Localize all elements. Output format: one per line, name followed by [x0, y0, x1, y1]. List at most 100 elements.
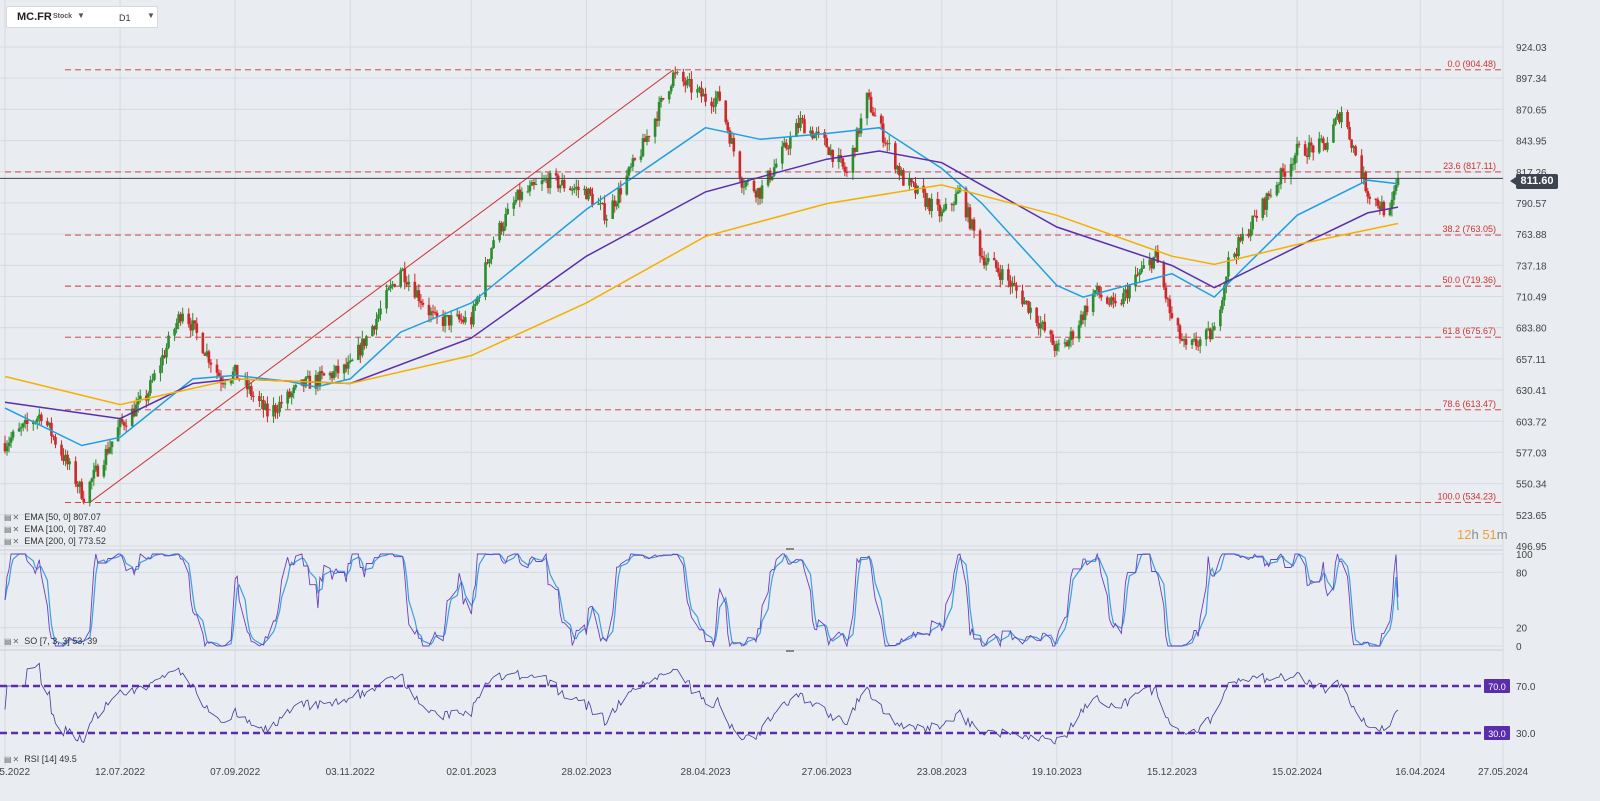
rsi-line [4, 662, 1399, 745]
candle-body [999, 272, 1002, 280]
so-d-line [4, 553, 1399, 647]
candle-body [17, 428, 21, 432]
candle-body [526, 191, 530, 193]
candle-body [470, 317, 473, 325]
candle-body [1380, 201, 1384, 210]
candle-body [1065, 342, 1069, 347]
ema50-legend[interactable]: ▤✕ EMA [50, 0] 807.07 [4, 512, 101, 522]
candle-body [1293, 155, 1297, 164]
candle-body [1049, 330, 1053, 335]
candle-body [738, 151, 742, 179]
candle-body [1154, 250, 1158, 257]
candle-body [221, 383, 225, 385]
settings-icon[interactable]: ▤✕ [4, 513, 21, 522]
candle-body [1156, 250, 1160, 263]
candle-body [966, 207, 970, 218]
chevron-down-icon[interactable]: ▼ [77, 11, 85, 20]
x-tick-label: 02.01.2023 [446, 767, 496, 778]
candle-body [1140, 268, 1143, 273]
fib-level-label: 23.6 (817.11) [1443, 161, 1496, 171]
candle-body [1261, 198, 1265, 218]
candle-body [900, 170, 903, 176]
candle-body [363, 338, 366, 346]
candle-body [302, 379, 306, 387]
candle-body [288, 391, 291, 398]
candle-body [1388, 208, 1392, 216]
candle-body [393, 284, 396, 287]
candle-body [205, 351, 209, 356]
ema200-legend[interactable]: ▤✕ EMA [200, 0] 773.52 [4, 536, 106, 546]
candle-body [575, 186, 578, 189]
ema100-legend[interactable]: ▤✕ EMA [100, 0] 787.40 [4, 524, 106, 534]
rsi-legend[interactable]: ▤✕ RSI [14] 49.5 [4, 754, 77, 764]
candle-body [1283, 172, 1287, 177]
candle-body [728, 130, 732, 144]
candle-body [175, 323, 178, 330]
candle-body [1374, 198, 1378, 200]
candle-body [1025, 300, 1028, 302]
candle-body [1081, 314, 1085, 320]
rsi-tick-label: 30.0 [1516, 729, 1536, 740]
settings-icon[interactable]: ▤✕ [4, 525, 21, 534]
candle-body [898, 165, 901, 176]
symbol-selector[interactable]: MC.FR Stock ▼ D1 ▼ [6, 6, 158, 28]
candle-body [429, 311, 433, 316]
candle-body [11, 431, 15, 438]
y-tick-label: 924.03 [1516, 43, 1547, 54]
candle-body [855, 128, 859, 152]
candle-body [1340, 111, 1343, 123]
timeframe-label[interactable]: D1 [119, 13, 131, 23]
candle-body [464, 317, 467, 323]
candle-body [1051, 334, 1055, 345]
candle-body [1192, 338, 1196, 340]
candle-body [3, 443, 7, 452]
y-tick-label: 870.65 [1516, 105, 1547, 116]
candle-body [403, 268, 407, 283]
candle-body [1317, 138, 1321, 153]
so-legend[interactable]: ▤✕ SO [7, 3, 3] 53, 39 [4, 636, 98, 646]
settings-icon[interactable]: ▤✕ [4, 637, 21, 646]
candle-body [633, 158, 637, 160]
y-tick-label: 496.95 [1516, 542, 1547, 553]
candle-body [1067, 340, 1071, 347]
candle-body [21, 423, 25, 428]
x-tick-label: 27.05.2024 [1478, 767, 1528, 778]
candle-body [540, 180, 544, 185]
candle-body [1213, 326, 1216, 331]
candle-body [514, 199, 518, 203]
y-tick-label: 763.88 [1516, 230, 1547, 241]
candle-body [344, 364, 348, 369]
candle-body [1348, 127, 1351, 140]
chevron-down-icon[interactable]: ▼ [147, 11, 155, 20]
settings-icon[interactable]: ▤✕ [4, 537, 21, 546]
candle-body [744, 181, 748, 187]
candle-body [457, 314, 461, 320]
candle-body [122, 422, 126, 426]
candle-body [754, 191, 758, 198]
candle-body [1112, 297, 1115, 301]
candle-body [841, 158, 845, 167]
candle-body [1166, 298, 1170, 300]
y-tick-label: 550.34 [1516, 480, 1547, 491]
candle-body [108, 447, 112, 454]
candle-body [924, 192, 927, 207]
candle-body [645, 136, 649, 142]
candle-body [490, 248, 493, 260]
candle-body [712, 106, 715, 108]
candle-body [445, 315, 449, 317]
candle-body [1324, 143, 1327, 150]
candle-body [1124, 289, 1127, 294]
candle-body [187, 313, 191, 325]
candle-body [573, 188, 576, 190]
settings-icon[interactable]: ▤✕ [4, 755, 21, 764]
candle-body [1239, 237, 1242, 241]
candle-body [365, 336, 368, 346]
candle-body [1162, 262, 1166, 288]
candle-body [130, 408, 134, 427]
candle-body [1392, 191, 1396, 200]
candle-body [161, 355, 164, 366]
y-tick-label: 577.03 [1516, 448, 1547, 459]
candle-body [25, 419, 29, 425]
candle-body [419, 301, 423, 303]
